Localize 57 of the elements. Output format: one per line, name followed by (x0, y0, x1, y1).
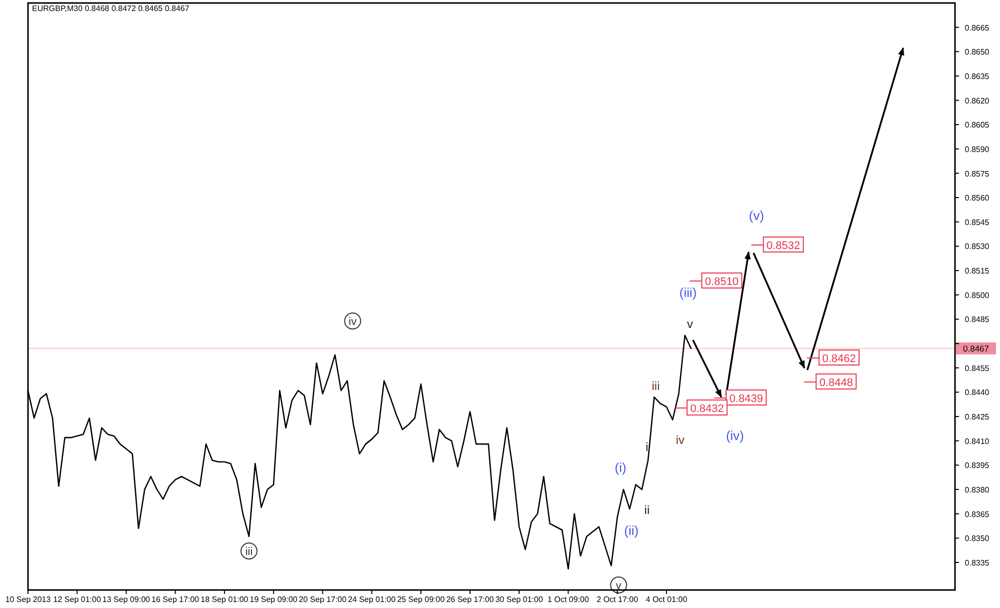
y-tick-label: 0.8590 (964, 144, 990, 154)
annotation: 0.8448 (819, 377, 853, 389)
x-tick-label: 2 Oct 17:00 (596, 595, 639, 604)
annotation: 0.8439 (729, 393, 764, 405)
annotation: (iii) (679, 285, 697, 300)
annotation: (ii) (624, 523, 639, 538)
annotation: (iv) (726, 428, 744, 443)
annotation: iii (245, 546, 253, 558)
annotation: v (616, 580, 622, 592)
annotation: 0.8532 (766, 240, 800, 252)
y-tick-label: 0.8530 (964, 242, 990, 252)
y-tick-label: 0.8365 (964, 510, 990, 519)
y-tick-label: 0.8560 (964, 194, 990, 203)
x-tick-label: 1 Oct 09:00 (548, 595, 590, 604)
y-tick-label: 0.8515 (964, 266, 990, 276)
x-tick-label: 20 Sep 17:00 (298, 595, 348, 604)
x-tick-label: 13 Sep 09:00 (102, 595, 151, 604)
annotation: (v) (748, 208, 764, 223)
annotation: ii (644, 503, 650, 517)
x-tick-label: 19 Sep 09:00 (250, 595, 298, 604)
x-tick-label: 18 Sep 01:00 (200, 595, 249, 604)
y-tick-label: 0.8410 (964, 436, 990, 446)
y-tick-label: 0.8605 (964, 120, 990, 130)
y-tick-label: 0.8635 (964, 72, 990, 81)
y-tick-label: 0.8425 (964, 412, 990, 422)
x-tick-label: 10 Sep 2013 (5, 595, 52, 604)
annotation: iv (348, 316, 358, 328)
y-tick-label: 0.8545 (964, 218, 990, 227)
x-tick-label: 16 Sep 17:00 (152, 595, 200, 604)
y-tick-label: 0.8620 (964, 96, 990, 106)
y-tick-label: 0.8335 (964, 558, 990, 568)
ref-line-label: 0.8467 (963, 343, 990, 354)
annotation: 0.8510 (704, 276, 739, 288)
x-tick-label: 26 Sep 17:00 (446, 595, 494, 604)
y-tick-label: 0.8455 (964, 364, 990, 373)
y-tick-label: 0.8380 (964, 485, 990, 494)
y-tick-label: 0.8665 (964, 23, 990, 32)
annotation: i (646, 440, 648, 454)
x-tick-label: 30 Sep 01:00 (495, 595, 544, 604)
y-tick-label: 0.8395 (964, 461, 990, 470)
y-tick-label: 0.8575 (964, 169, 990, 178)
annotation: iv (676, 433, 685, 447)
x-tick-label: 12 Sep 01:00 (53, 595, 102, 604)
y-tick-label: 0.8500 (964, 290, 990, 300)
y-tick-label: 0.8485 (964, 315, 990, 324)
annotation: 0.8432 (690, 403, 724, 415)
annotation: 0.8462 (822, 353, 856, 365)
y-tick-label: 0.8650 (964, 48, 990, 57)
x-tick-label: 4 Oct 01:00 (646, 595, 688, 604)
chart-title: EURGBP,M30 0.8468 0.8472 0.8465 0.8467 (32, 4, 190, 13)
y-tick-label: 0.8350 (964, 534, 990, 544)
annotation: v (687, 317, 694, 331)
x-tick-label: 24 Sep 01:00 (348, 595, 396, 604)
annotation: iii (652, 379, 660, 393)
annotation: (i) (614, 460, 626, 475)
y-tick-label: 0.8440 (964, 388, 990, 398)
x-tick-label: 25 Sep 09:00 (397, 595, 446, 604)
